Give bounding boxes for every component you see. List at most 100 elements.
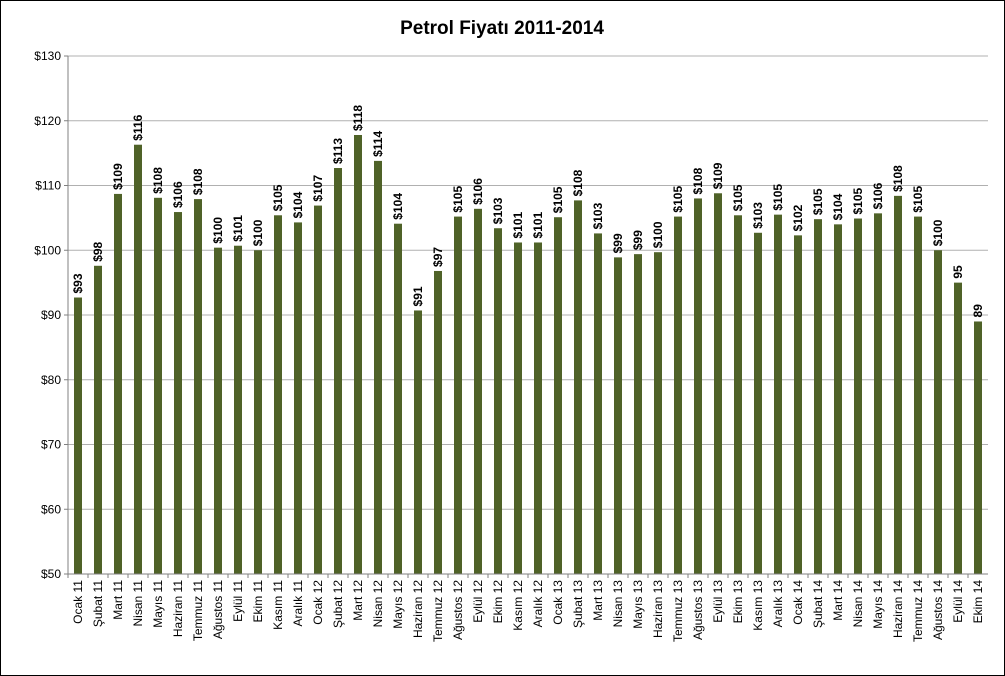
x-tick-label: Ağustos 14 xyxy=(931,580,945,640)
bar xyxy=(674,216,682,574)
x-tick-label: Ekim 13 xyxy=(731,580,745,624)
data-label: $105 xyxy=(911,186,925,213)
x-tick-label: Mart 12 xyxy=(351,580,365,621)
x-tick-label: Mayıs 14 xyxy=(871,580,885,629)
gridlines xyxy=(68,55,988,575)
bar xyxy=(354,134,362,574)
bar xyxy=(494,228,502,575)
data-label: $108 xyxy=(691,167,705,194)
x-tick-label: Mayıs 13 xyxy=(631,580,645,629)
x-tick-label: Kasım 13 xyxy=(751,580,765,631)
data-label: $105 xyxy=(811,188,825,215)
bar xyxy=(534,242,542,575)
bar xyxy=(434,270,442,574)
y-tick-label: $80 xyxy=(41,373,61,387)
x-tick-label: Haziran 12 xyxy=(411,580,425,638)
bar xyxy=(934,250,942,574)
data-label: $100 xyxy=(651,221,665,248)
data-label: $105 xyxy=(771,184,785,211)
x-tick-label: Mart 11 xyxy=(111,580,125,620)
x-tick-label: Şubat 13 xyxy=(571,580,585,628)
y-tick-label: $50 xyxy=(41,567,61,581)
data-label: $99 xyxy=(631,230,645,250)
data-label: $105 xyxy=(551,186,565,213)
x-tick-label: Ocak 14 xyxy=(791,580,805,625)
data-label: $100 xyxy=(251,219,265,246)
x-tick-label: Aralık 13 xyxy=(771,580,785,628)
x-tick-label: Haziran 14 xyxy=(891,580,905,638)
bar xyxy=(234,245,242,574)
data-label: $103 xyxy=(591,202,605,229)
x-tick-label: Ekim 12 xyxy=(491,580,505,624)
bar xyxy=(834,224,842,574)
data-label: $104 xyxy=(291,191,305,218)
bar xyxy=(714,193,722,574)
data-label: 89 xyxy=(971,304,985,318)
x-tick-label: Mayıs 11 xyxy=(151,580,165,628)
x-tick-label: Ağustos 13 xyxy=(691,580,705,640)
x-tick-label: Eylül 14 xyxy=(951,580,965,623)
bar xyxy=(294,222,302,574)
data-label: $105 xyxy=(671,186,685,213)
x-axis-ticks: Ocak 11 Şubat 11 Mart 11 Nisan 11 Mayıs 11 Ha… xyxy=(67,574,985,642)
data-label: $91 xyxy=(411,286,425,306)
x-tick-label: Kasım 12 xyxy=(511,580,525,631)
data-label: $98 xyxy=(91,241,105,261)
data-label: $105 xyxy=(451,186,465,213)
bar xyxy=(154,197,162,575)
x-tick-label: Ocak 11 xyxy=(71,580,85,624)
data-label: $101 xyxy=(531,211,545,238)
data-label: $108 xyxy=(571,169,585,196)
x-tick-label: Haziran 13 xyxy=(651,580,665,638)
bar xyxy=(794,235,802,575)
x-tick-label: Haziran 11 xyxy=(171,580,185,637)
x-tick-label: Şubat 14 xyxy=(811,580,825,628)
bar xyxy=(574,200,582,574)
y-tick-label: $120 xyxy=(34,114,61,128)
bar xyxy=(774,214,782,574)
data-label: $97 xyxy=(431,247,445,267)
x-tick-label: Nisan 14 xyxy=(851,580,865,628)
x-tick-label: Şubat 12 xyxy=(331,580,345,628)
x-tick-label: Mart 13 xyxy=(591,580,605,621)
bar xyxy=(274,215,282,574)
bar xyxy=(454,216,462,574)
bar xyxy=(194,199,202,574)
data-label: $101 xyxy=(511,211,525,238)
data-label: $109 xyxy=(111,163,125,190)
x-tick-label: Nisan 11 xyxy=(131,580,145,627)
x-tick-label: Eylül 12 xyxy=(471,580,485,623)
data-label: $118 xyxy=(351,105,365,131)
x-tick-label: Nisan 13 xyxy=(611,580,625,628)
x-tick-label: Aralık 11 xyxy=(291,580,305,627)
data-label: $108 xyxy=(891,165,905,192)
y-tick-label: $60 xyxy=(41,502,61,516)
x-tick-label: Temmuz 13 xyxy=(671,580,685,642)
data-label: $114 xyxy=(371,131,385,157)
data-label: $102 xyxy=(791,204,805,231)
x-tick-label: Ocak 12 xyxy=(311,580,325,625)
data-label: $100 xyxy=(931,219,945,246)
bar xyxy=(634,254,642,574)
x-tick-label: Şubat 11 xyxy=(91,580,105,627)
chart-title: Petrol Fiyatı 2011-2014 xyxy=(400,18,604,39)
x-tick-label: Temmuz 11 xyxy=(191,580,205,641)
x-tick-label: Ekim 14 xyxy=(971,580,985,624)
data-label: $99 xyxy=(611,233,625,253)
bar xyxy=(334,168,342,574)
bar xyxy=(814,219,822,575)
bar xyxy=(694,198,702,574)
bar xyxy=(654,252,662,574)
data-label: $106 xyxy=(471,178,485,205)
bar xyxy=(514,242,522,575)
data-label: $104 xyxy=(391,193,405,220)
bar xyxy=(754,232,762,574)
data-label: $108 xyxy=(191,168,205,195)
bar xyxy=(894,195,902,575)
data-label: $101 xyxy=(231,215,245,242)
bar xyxy=(114,193,122,575)
x-tick-label: Mayıs 12 xyxy=(391,580,405,629)
bar xyxy=(734,215,742,574)
data-label: $105 xyxy=(731,184,745,211)
